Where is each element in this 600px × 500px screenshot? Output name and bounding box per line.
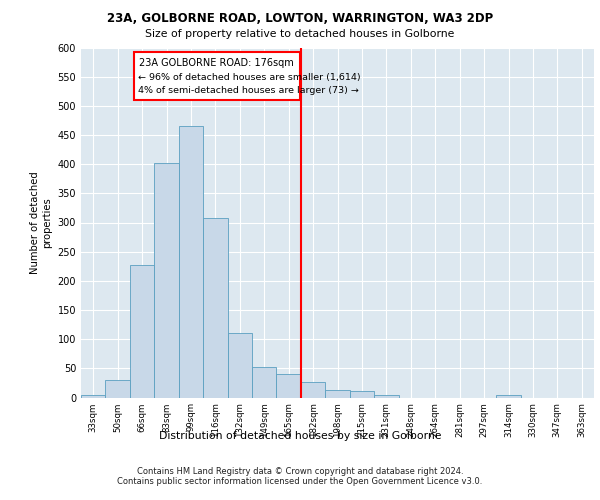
Bar [179, 126, 203, 398]
Bar [277, 374, 301, 398]
Bar [227, 334, 252, 398]
Bar [154, 163, 179, 398]
Text: 4% of semi-detached houses are larger (73) →: 4% of semi-detached houses are larger (7… [138, 86, 359, 95]
Text: Size of property relative to detached houses in Golborne: Size of property relative to detached ho… [145, 29, 455, 39]
Bar [301, 382, 325, 398]
Bar [203, 218, 227, 398]
Text: 23A, GOLBORNE ROAD, LOWTON, WARRINGTON, WA3 2DP: 23A, GOLBORNE ROAD, LOWTON, WARRINGTON, … [107, 12, 493, 26]
Bar [106, 380, 130, 398]
Bar [350, 391, 374, 398]
Bar [81, 394, 106, 398]
Bar [496, 394, 521, 398]
Bar [252, 366, 277, 398]
Bar [130, 264, 154, 398]
Bar [325, 390, 350, 398]
Text: Distribution of detached houses by size in Golborne: Distribution of detached houses by size … [159, 431, 441, 441]
Bar [374, 394, 398, 398]
Text: ← 96% of detached houses are smaller (1,614): ← 96% of detached houses are smaller (1,… [138, 72, 361, 82]
Text: 23A GOLBORNE ROAD: 176sqm: 23A GOLBORNE ROAD: 176sqm [139, 58, 294, 68]
Text: Contains public sector information licensed under the Open Government Licence v3: Contains public sector information licen… [118, 477, 482, 486]
Text: Contains HM Land Registry data © Crown copyright and database right 2024.: Contains HM Land Registry data © Crown c… [137, 467, 463, 476]
Y-axis label: Number of detached
properties: Number of detached properties [31, 171, 52, 274]
FancyBboxPatch shape [134, 52, 300, 100]
